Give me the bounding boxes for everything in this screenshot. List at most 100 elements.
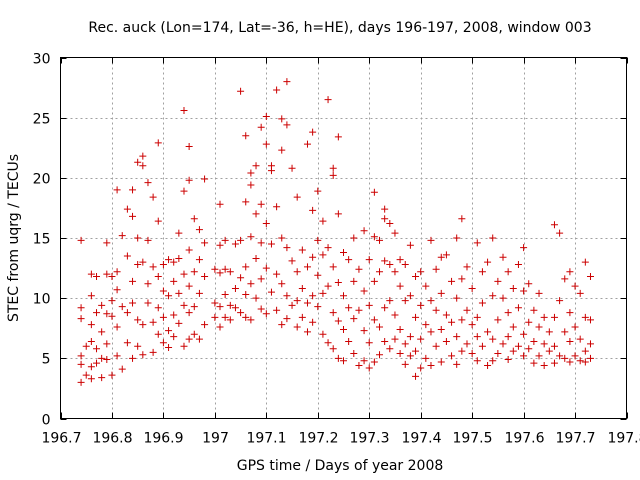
data-point bbox=[252, 210, 260, 218]
data-point bbox=[432, 265, 440, 273]
data-point bbox=[556, 352, 564, 360]
data-point bbox=[350, 234, 358, 242]
data-point bbox=[108, 297, 116, 305]
data-point bbox=[458, 215, 466, 223]
data-point bbox=[283, 244, 291, 252]
data-point bbox=[314, 236, 322, 244]
data-point bbox=[190, 215, 198, 223]
data-point bbox=[329, 263, 337, 271]
data-point bbox=[149, 348, 157, 356]
data-point bbox=[350, 350, 358, 358]
y-tick-label: 20 bbox=[33, 172, 51, 188]
data-point bbox=[242, 263, 250, 271]
y-tick-label: 25 bbox=[33, 112, 51, 128]
data-point bbox=[247, 169, 255, 177]
data-point bbox=[530, 337, 538, 345]
data-point bbox=[509, 347, 517, 355]
data-point bbox=[154, 217, 162, 225]
data-point bbox=[499, 253, 507, 261]
data-point bbox=[170, 311, 178, 319]
data-point bbox=[509, 285, 517, 293]
data-point bbox=[525, 318, 533, 326]
data-point bbox=[345, 337, 353, 345]
data-point bbox=[231, 240, 239, 248]
data-point bbox=[237, 87, 245, 95]
data-point bbox=[113, 352, 121, 360]
data-point bbox=[242, 132, 250, 140]
data-point bbox=[237, 236, 245, 244]
data-point bbox=[87, 292, 95, 300]
data-point bbox=[345, 304, 353, 312]
data-point bbox=[535, 352, 543, 360]
chart-title: Rec. auck (Lon=174, Lat=-36, h=HE), days… bbox=[88, 20, 591, 36]
data-point bbox=[278, 280, 286, 288]
data-point bbox=[129, 354, 137, 362]
data-point bbox=[231, 285, 239, 293]
data-point bbox=[370, 277, 378, 285]
data-point bbox=[334, 317, 342, 325]
data-point bbox=[350, 277, 358, 285]
data-point bbox=[566, 337, 574, 345]
data-point bbox=[509, 323, 517, 331]
data-point bbox=[360, 357, 368, 365]
data-point bbox=[442, 251, 450, 259]
data-point bbox=[103, 270, 111, 278]
data-point bbox=[468, 285, 476, 293]
data-point bbox=[412, 313, 420, 321]
data-point bbox=[340, 292, 347, 300]
data-point bbox=[520, 287, 528, 295]
data-point bbox=[319, 330, 327, 338]
data-point bbox=[278, 321, 286, 329]
data-point bbox=[566, 358, 574, 366]
data-point bbox=[381, 215, 389, 223]
data-point bbox=[376, 268, 384, 276]
data-point bbox=[412, 273, 420, 281]
data-point bbox=[257, 123, 265, 131]
data-point bbox=[159, 260, 167, 268]
data-point bbox=[370, 316, 378, 324]
data-point bbox=[293, 323, 301, 331]
data-point bbox=[103, 340, 111, 348]
data-point bbox=[365, 256, 373, 264]
data-point bbox=[365, 364, 373, 372]
data-point bbox=[550, 313, 558, 321]
data-point bbox=[154, 139, 162, 147]
data-point bbox=[298, 285, 306, 293]
data-point bbox=[473, 239, 481, 247]
data-point bbox=[376, 323, 384, 331]
data-point bbox=[221, 236, 229, 244]
data-point bbox=[123, 252, 131, 260]
data-point bbox=[77, 352, 85, 360]
data-point bbox=[504, 333, 512, 341]
data-point bbox=[139, 258, 147, 266]
x-tick-label: 196.7 bbox=[41, 431, 81, 447]
data-point bbox=[432, 342, 440, 350]
data-point bbox=[108, 371, 116, 379]
data-point bbox=[77, 236, 85, 244]
data-point bbox=[278, 234, 286, 242]
y-tick-label: 10 bbox=[33, 292, 51, 308]
data-point bbox=[422, 354, 430, 362]
y-tick-label: 30 bbox=[33, 52, 51, 68]
data-point bbox=[473, 333, 481, 341]
x-tick-label: 197.3 bbox=[349, 431, 389, 447]
data-point bbox=[180, 342, 188, 350]
data-point bbox=[87, 363, 95, 371]
x-tick-label: 196.8 bbox=[92, 431, 132, 447]
data-point bbox=[139, 162, 147, 170]
data-point bbox=[170, 333, 178, 341]
data-point bbox=[458, 347, 466, 355]
data-point bbox=[247, 233, 255, 241]
data-point bbox=[478, 268, 486, 276]
data-point bbox=[129, 299, 137, 307]
data-point bbox=[427, 328, 435, 336]
data-point bbox=[283, 315, 291, 323]
data-point bbox=[211, 265, 219, 273]
data-point bbox=[478, 299, 486, 307]
data-point bbox=[422, 321, 430, 329]
data-point bbox=[581, 258, 589, 266]
x-tick-label: 197 bbox=[202, 431, 229, 447]
data-point bbox=[581, 313, 589, 321]
data-point bbox=[381, 304, 389, 312]
